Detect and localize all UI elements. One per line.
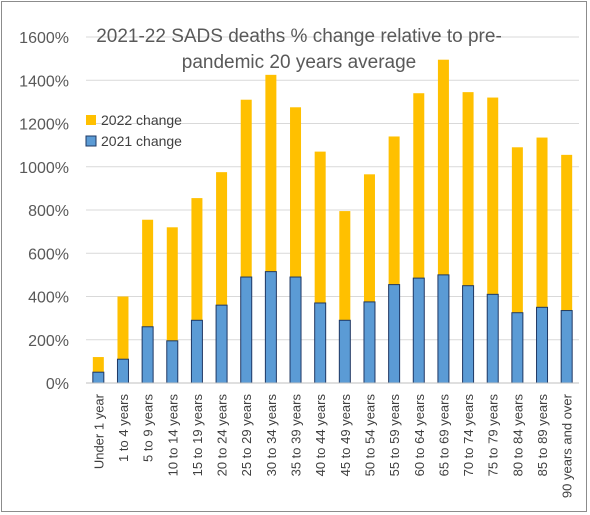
bar-2022-90-years-and-over [561,154,573,311]
x-axis-labels: Under 1 year 1 to 4 years 5 to 9 years 10 t… [91,393,574,498]
bar-2021-80-to-84-years [511,312,524,384]
bar-2022-60-to-64-years [413,93,425,279]
bar-2021-40-to-44-years [314,302,327,384]
x-tick-label: 70 to 74 years [461,394,476,477]
x-tick-label: 5 to 9 years [141,394,156,462]
bar-2021-25-to-29-years [240,276,253,384]
bar-2021-10-to-14-years [166,340,179,384]
bar-2022-35-to-39-years [290,107,302,278]
bar-2021-70-to-74-years [462,285,475,384]
bar-2021-55-to-59-years [388,284,401,384]
bar-2022-85-to-89-years [536,137,548,308]
x-tick-label: 40 to 44 years [313,394,328,477]
bar-2022-70-to-74-years [462,92,474,286]
x-tick-label: 85 to 89 years [535,394,550,477]
bar-2021-20-to-24-years [215,304,228,384]
bar-2021-65-to-69-years [437,274,450,384]
y-tick-label: 200% [28,333,69,350]
x-tick-label: 60 to 64 years [412,394,427,477]
y-tick-label: 1200% [19,117,69,134]
x-tick-label: 45 to 49 years [338,394,353,477]
bar-2022-55-to-59-years [388,136,400,285]
x-tick-label: 15 to 19 years [190,394,205,477]
x-tick-label: 25 to 29 years [239,394,254,477]
y-axis-ticks: 0% 200% 400% 600% 800% 1000% 1200% 1400% 1600% [19,30,69,393]
bar-2022-80-to-84-years [511,147,523,313]
y-tick-label: 400% [28,290,69,307]
gridlines [86,36,579,341]
x-tick-label: 30 to 34 years [264,394,279,477]
y-tick-label: 1000% [19,160,69,177]
x-tick-label: 10 to 14 years [165,394,180,477]
bar-2021-1-to-4-years [116,358,129,384]
x-tick-label: 75 to 79 years [486,394,501,477]
y-tick-label: 0% [46,376,69,393]
bar-2022-5-to-9-years [142,219,154,327]
legend-swatch-2021 [85,135,97,147]
bar-2022-75-to-79-years [487,97,499,295]
bar-2022-15-to-19-years [191,198,203,321]
bar-2021-75-to-79-years [486,293,499,384]
bar-2021-60-to-64-years [412,277,425,384]
bar-2022-50-to-54-years [363,174,375,302]
bar-2021-35-to-39-years [289,276,302,384]
y-tick-label: 1400% [19,73,69,90]
x-tick-label: 55 to 59 years [387,394,402,477]
bar-2021-under-1-year [92,371,105,384]
x-tick-label: Under 1 year [91,393,106,469]
x-tick-label: 1 to 4 years [116,394,131,462]
bar-2022-10-to-14-years [166,227,178,341]
bar-2021-85-to-89-years [536,306,549,384]
bars [92,59,573,384]
y-tick-label: 800% [28,203,69,220]
legend-label-2021: 2021 change [101,133,182,149]
bar-2022-40-to-44-years [314,151,326,303]
legend-label-2022: 2022 change [101,112,182,128]
bar-2021-90-years-and-over [560,310,573,384]
bar-2021-30-to-34-years [264,271,277,384]
chart-title-line-2: pandemic 20 years average [182,52,416,73]
chart-title-line-1: 2021-22 SADS deaths % change relative to… [96,26,502,47]
y-tick-label: 600% [28,246,69,263]
bar-2021-45-to-49-years [338,319,351,384]
x-tick-label: 20 to 24 years [215,394,230,477]
y-tick-label: 1600% [19,30,69,47]
legend: 2022 change 2021 change [85,112,182,149]
legend-swatch-2022 [86,115,96,125]
x-tick-label: 35 to 39 years [289,394,304,477]
chart-title: 2021-22 SADS deaths % change relative to… [96,26,502,73]
bar-2022-30-to-34-years [265,74,277,272]
bar-2022-1-to-4-years [117,296,129,360]
bar-2021-50-to-54-years [363,301,376,384]
bar-2021-15-to-19-years [190,319,203,384]
bar-2022-under-1-year [92,357,104,373]
x-tick-label: 90 years and over [560,393,575,498]
bar-2021-5-to-9-years [141,326,154,384]
bar-2022-25-to-29-years [240,99,252,278]
bar-2022-45-to-49-years [339,211,351,321]
x-tick-label: 65 to 69 years [436,394,451,477]
x-tick-label: 50 to 54 years [362,394,377,477]
x-tick-label: 80 to 84 years [510,394,525,477]
bar-2022-65-to-69-years [437,59,449,275]
bar-2022-20-to-24-years [216,172,228,306]
